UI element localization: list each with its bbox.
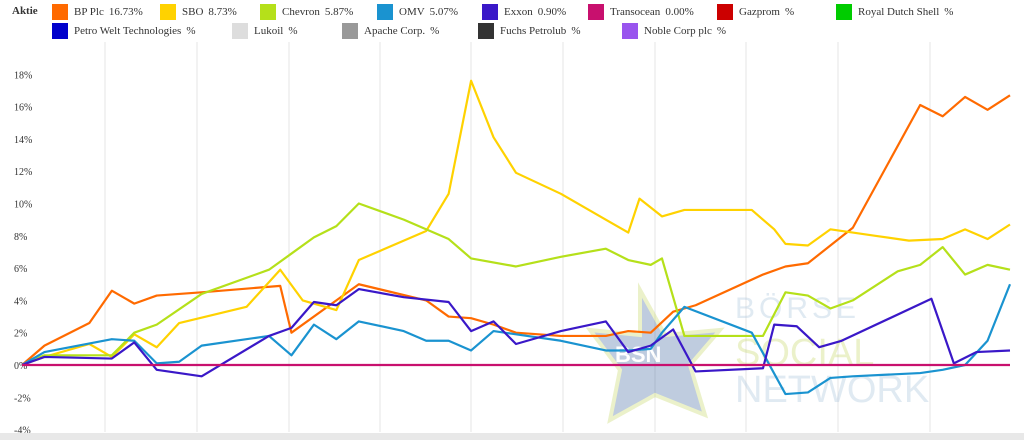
legend-value: 0.00% xyxy=(665,6,694,18)
legend-swatch xyxy=(478,23,494,39)
legend-item[interactable]: Apache Corp.% xyxy=(342,23,439,39)
legend-item[interactable]: Exxon 0.90% xyxy=(482,4,566,20)
svg-text:BSN: BSN xyxy=(615,342,661,367)
legend-item[interactable]: SBO 8.73% xyxy=(160,4,237,20)
legend-value: 5.87% xyxy=(324,6,354,18)
legend-swatch xyxy=(717,4,733,20)
legend-swatch xyxy=(232,23,248,39)
svg-text:BÖRSE: BÖRSE xyxy=(735,292,860,325)
legend-value: % xyxy=(716,25,726,37)
y-tick-label: 8% xyxy=(14,232,27,243)
legend-value: 5.07% xyxy=(429,6,459,18)
legend-swatch xyxy=(588,4,604,20)
legend-item[interactable]: Gazprom% xyxy=(717,4,794,20)
legend-item[interactable]: Fuchs Petrolub% xyxy=(478,23,580,39)
legend: Aktie BP Plc 16.73% SBO 8.73% Chevron 5.87% OM… xyxy=(0,0,1024,40)
y-tick-label: 14% xyxy=(14,135,32,146)
legend-value: % xyxy=(288,25,298,37)
legend-value: 0.90% xyxy=(537,6,567,18)
y-tick-label: 4% xyxy=(14,296,27,307)
y-tick-label: -2% xyxy=(14,393,31,404)
series-line-sbo[interactable] xyxy=(21,79,1011,367)
y-tick-label: 12% xyxy=(14,167,32,178)
series-line-exxon[interactable] xyxy=(21,287,1011,378)
legend-value: % xyxy=(186,25,196,37)
legend-swatch xyxy=(52,4,68,20)
y-tick-label: 10% xyxy=(14,200,32,211)
legend-value: % xyxy=(944,6,954,18)
legend-value: % xyxy=(430,25,440,37)
legend-swatch xyxy=(52,23,68,39)
y-tick-label: 2% xyxy=(14,329,27,340)
y-tick-label: -4% xyxy=(14,426,31,437)
legend-value: % xyxy=(571,25,581,37)
legend-label: BP Plc xyxy=(74,6,104,18)
legend-swatch xyxy=(836,4,852,20)
y-tick-label: 6% xyxy=(14,264,27,275)
legend-label: Fuchs Petrolub xyxy=(500,25,567,37)
legend-item[interactable]: OMV 5.07% xyxy=(377,4,458,20)
legend-label: Petro Welt Technologies xyxy=(74,25,182,37)
legend-swatch xyxy=(260,4,276,20)
legend-item[interactable]: Transocean 0.00% xyxy=(588,4,694,20)
legend-item[interactable]: Petro Welt Technologies% xyxy=(52,23,195,39)
legend-swatch xyxy=(342,23,358,39)
legend-swatch xyxy=(377,4,393,20)
legend-title: Aktie xyxy=(12,5,38,17)
legend-label: Lukoil xyxy=(254,25,284,37)
legend-label: OMV xyxy=(399,6,425,18)
y-tick-label: 16% xyxy=(14,103,32,114)
legend-swatch xyxy=(160,4,176,20)
legend-label: Noble Corp plc xyxy=(644,25,712,37)
legend-label: SBO xyxy=(182,6,204,18)
series-line-bp-plc[interactable] xyxy=(21,94,1011,366)
legend-item[interactable]: Royal Dutch Shell% xyxy=(836,4,953,20)
legend-item[interactable]: BP Plc 16.73% xyxy=(52,4,143,20)
legend-value: 8.73% xyxy=(208,6,237,18)
legend-item[interactable]: Lukoil% xyxy=(232,23,298,39)
legend-item[interactable]: Chevron 5.87% xyxy=(260,4,353,20)
legend-label: Transocean xyxy=(610,6,661,18)
y-tick-label: 0% xyxy=(14,361,27,372)
y-tick-label: 18% xyxy=(14,70,32,81)
legend-label: Chevron xyxy=(282,6,320,18)
legend-value: % xyxy=(784,6,795,18)
svg-text:SOCIAL: SOCIAL xyxy=(735,332,874,374)
legend-label: Exxon xyxy=(504,6,533,18)
legend-value: 16.73% xyxy=(108,6,143,18)
legend-label: Royal Dutch Shell xyxy=(858,6,940,18)
legend-label: Gazprom xyxy=(739,6,780,18)
legend-label: Apache Corp. xyxy=(364,25,426,37)
chart-scrollbar[interactable] xyxy=(0,433,1024,440)
legend-item[interactable]: Noble Corp plc% xyxy=(622,23,726,39)
svg-text:NETWORK: NETWORK xyxy=(735,369,929,411)
series-line-chevron[interactable] xyxy=(21,202,1011,367)
legend-swatch xyxy=(622,23,638,39)
legend-swatch xyxy=(482,4,498,20)
